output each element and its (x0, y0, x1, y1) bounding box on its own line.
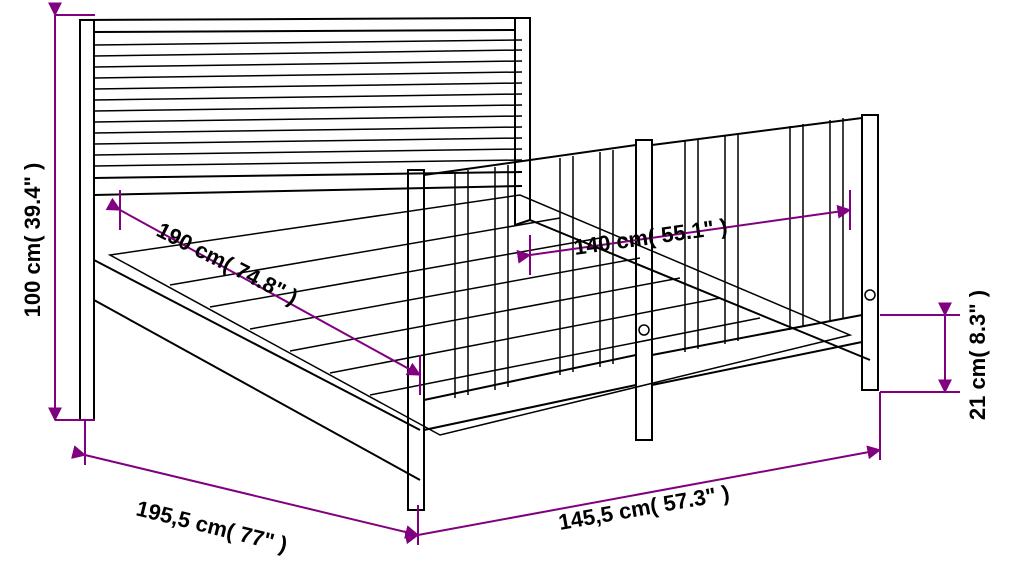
headboard-slats (94, 40, 522, 166)
dim-label-length-outer: 195,5 cm( 77" ) (134, 496, 290, 558)
dim-label-height: 100 cm( 39.4" ) (20, 163, 45, 318)
dimension-annotations: 100 cm( 39.4" ) 190 cm( 74.8" ) 140 cm( 55… (20, 15, 990, 557)
dim-label-width-outer: 145,5 cm( 57.3" ) (557, 480, 732, 535)
technical-drawing: 100 cm( 39.4" ) 190 cm( 74.8" ) 140 cm( 55… (0, 0, 1020, 561)
dim-label-width-inner: 140 cm( 55.1" ) (572, 214, 729, 260)
dim-label-length-inner: 190 cm( 74.8" ) (153, 217, 302, 310)
bed-frame-drawing (80, 18, 878, 510)
dim-label-clearance: 21 cm( 8.3" ) (965, 290, 990, 420)
